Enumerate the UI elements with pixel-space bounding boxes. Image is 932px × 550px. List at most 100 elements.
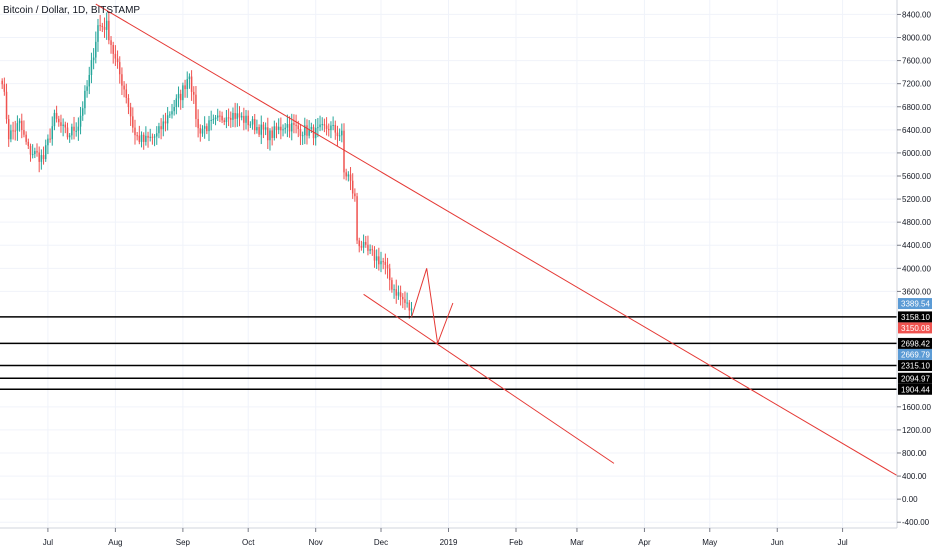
candle <box>271 126 273 146</box>
candle <box>227 108 230 127</box>
x-tick-label: Jun <box>771 538 784 547</box>
candle-body <box>343 130 345 173</box>
y-tick-label: 800.00 <box>902 449 927 458</box>
candle <box>210 110 212 131</box>
x-tick-label: Nov <box>309 538 323 547</box>
price-badge-bg <box>898 383 932 395</box>
y-tick-label: 5200.00 <box>902 195 931 204</box>
candle <box>251 116 254 130</box>
candle <box>31 144 34 159</box>
candle-body <box>371 249 374 251</box>
candle-body <box>145 135 147 142</box>
candle-body <box>212 119 215 121</box>
candle <box>295 114 297 134</box>
candle-body <box>288 124 291 132</box>
candle <box>127 94 130 115</box>
candle <box>29 143 32 162</box>
candle-body <box>256 127 258 131</box>
candle-body <box>230 117 232 120</box>
time-axis[interactable]: Jul Aug Sep Oct Nov Dec 2019 Feb Mar Apr May Jun Jul <box>43 528 848 547</box>
candle-body <box>177 93 180 99</box>
candle-body <box>386 264 389 269</box>
candle <box>373 246 376 268</box>
price-axis[interactable]: 8400.00 8000.00 7600.00 7200.00 6800.00 6400.… <box>897 10 931 527</box>
candle-body <box>238 113 241 118</box>
candle-body <box>347 174 350 177</box>
y-tick-label: 6400.00 <box>902 126 931 135</box>
y-tick-label: 1200.00 <box>902 426 931 435</box>
candle <box>397 285 400 300</box>
x-tick-label: Jul <box>837 538 847 547</box>
candle <box>42 146 45 165</box>
candle <box>323 118 326 133</box>
candle-body <box>101 25 104 27</box>
candle-body <box>240 115 243 118</box>
candle-body <box>367 244 369 251</box>
candle-body <box>223 120 225 123</box>
candle-body <box>64 124 67 128</box>
candle <box>138 125 141 145</box>
candle-body <box>397 292 400 296</box>
candle <box>343 123 345 180</box>
x-tick-label: 2019 <box>440 538 458 547</box>
candle-body <box>136 135 138 137</box>
candle <box>277 118 280 135</box>
candle-body <box>391 280 393 290</box>
candle <box>304 117 306 145</box>
candle-body <box>62 124 64 126</box>
candle-body <box>208 120 210 132</box>
candle <box>60 114 62 133</box>
y-tick-label: 7600.00 <box>902 57 931 66</box>
candle <box>3 77 6 96</box>
candle <box>129 102 132 126</box>
candle <box>214 114 217 126</box>
candle <box>275 122 278 139</box>
candle-body <box>299 129 302 136</box>
candle-body <box>184 85 186 90</box>
candle-body <box>349 174 352 181</box>
candle-body <box>164 121 167 124</box>
candle-body <box>84 90 86 109</box>
candle <box>410 301 413 318</box>
candle <box>47 134 49 155</box>
candle <box>136 131 138 141</box>
candle <box>399 285 402 306</box>
candle-body <box>408 302 411 311</box>
candle <box>142 132 145 150</box>
candle-body <box>369 249 371 251</box>
y-tick-label: 7200.00 <box>902 80 931 89</box>
candle-body <box>273 126 276 138</box>
candle-body <box>286 124 289 128</box>
candle-body <box>321 124 323 126</box>
candle-body <box>116 58 119 63</box>
candle <box>319 115 321 132</box>
candle-body <box>88 74 91 87</box>
candle-body <box>214 117 217 120</box>
candle <box>71 123 73 140</box>
candle <box>184 79 186 98</box>
candle <box>55 105 58 123</box>
candle-body <box>171 111 173 115</box>
candle-body <box>162 121 165 130</box>
candle-body <box>225 117 228 123</box>
price-badge-label: 2315.10 <box>901 362 930 371</box>
candle <box>179 89 182 110</box>
price-badge: 3150.08 <box>898 322 932 334</box>
y-tick-label: 4000.00 <box>902 264 931 273</box>
candle <box>166 107 169 131</box>
candle-body <box>199 128 202 134</box>
candle <box>145 126 147 146</box>
candle-body <box>114 53 117 59</box>
candle <box>12 121 14 140</box>
candle-body <box>36 151 38 153</box>
price-badge-label: 3150.08 <box>901 324 930 333</box>
candle-body <box>362 241 365 248</box>
candle-body <box>60 122 62 126</box>
candle-body <box>118 62 121 75</box>
candle-body <box>160 126 162 130</box>
y-tick-label: 3600.00 <box>902 287 931 296</box>
candle <box>79 106 82 135</box>
candle <box>23 120 25 138</box>
candle <box>86 80 88 98</box>
